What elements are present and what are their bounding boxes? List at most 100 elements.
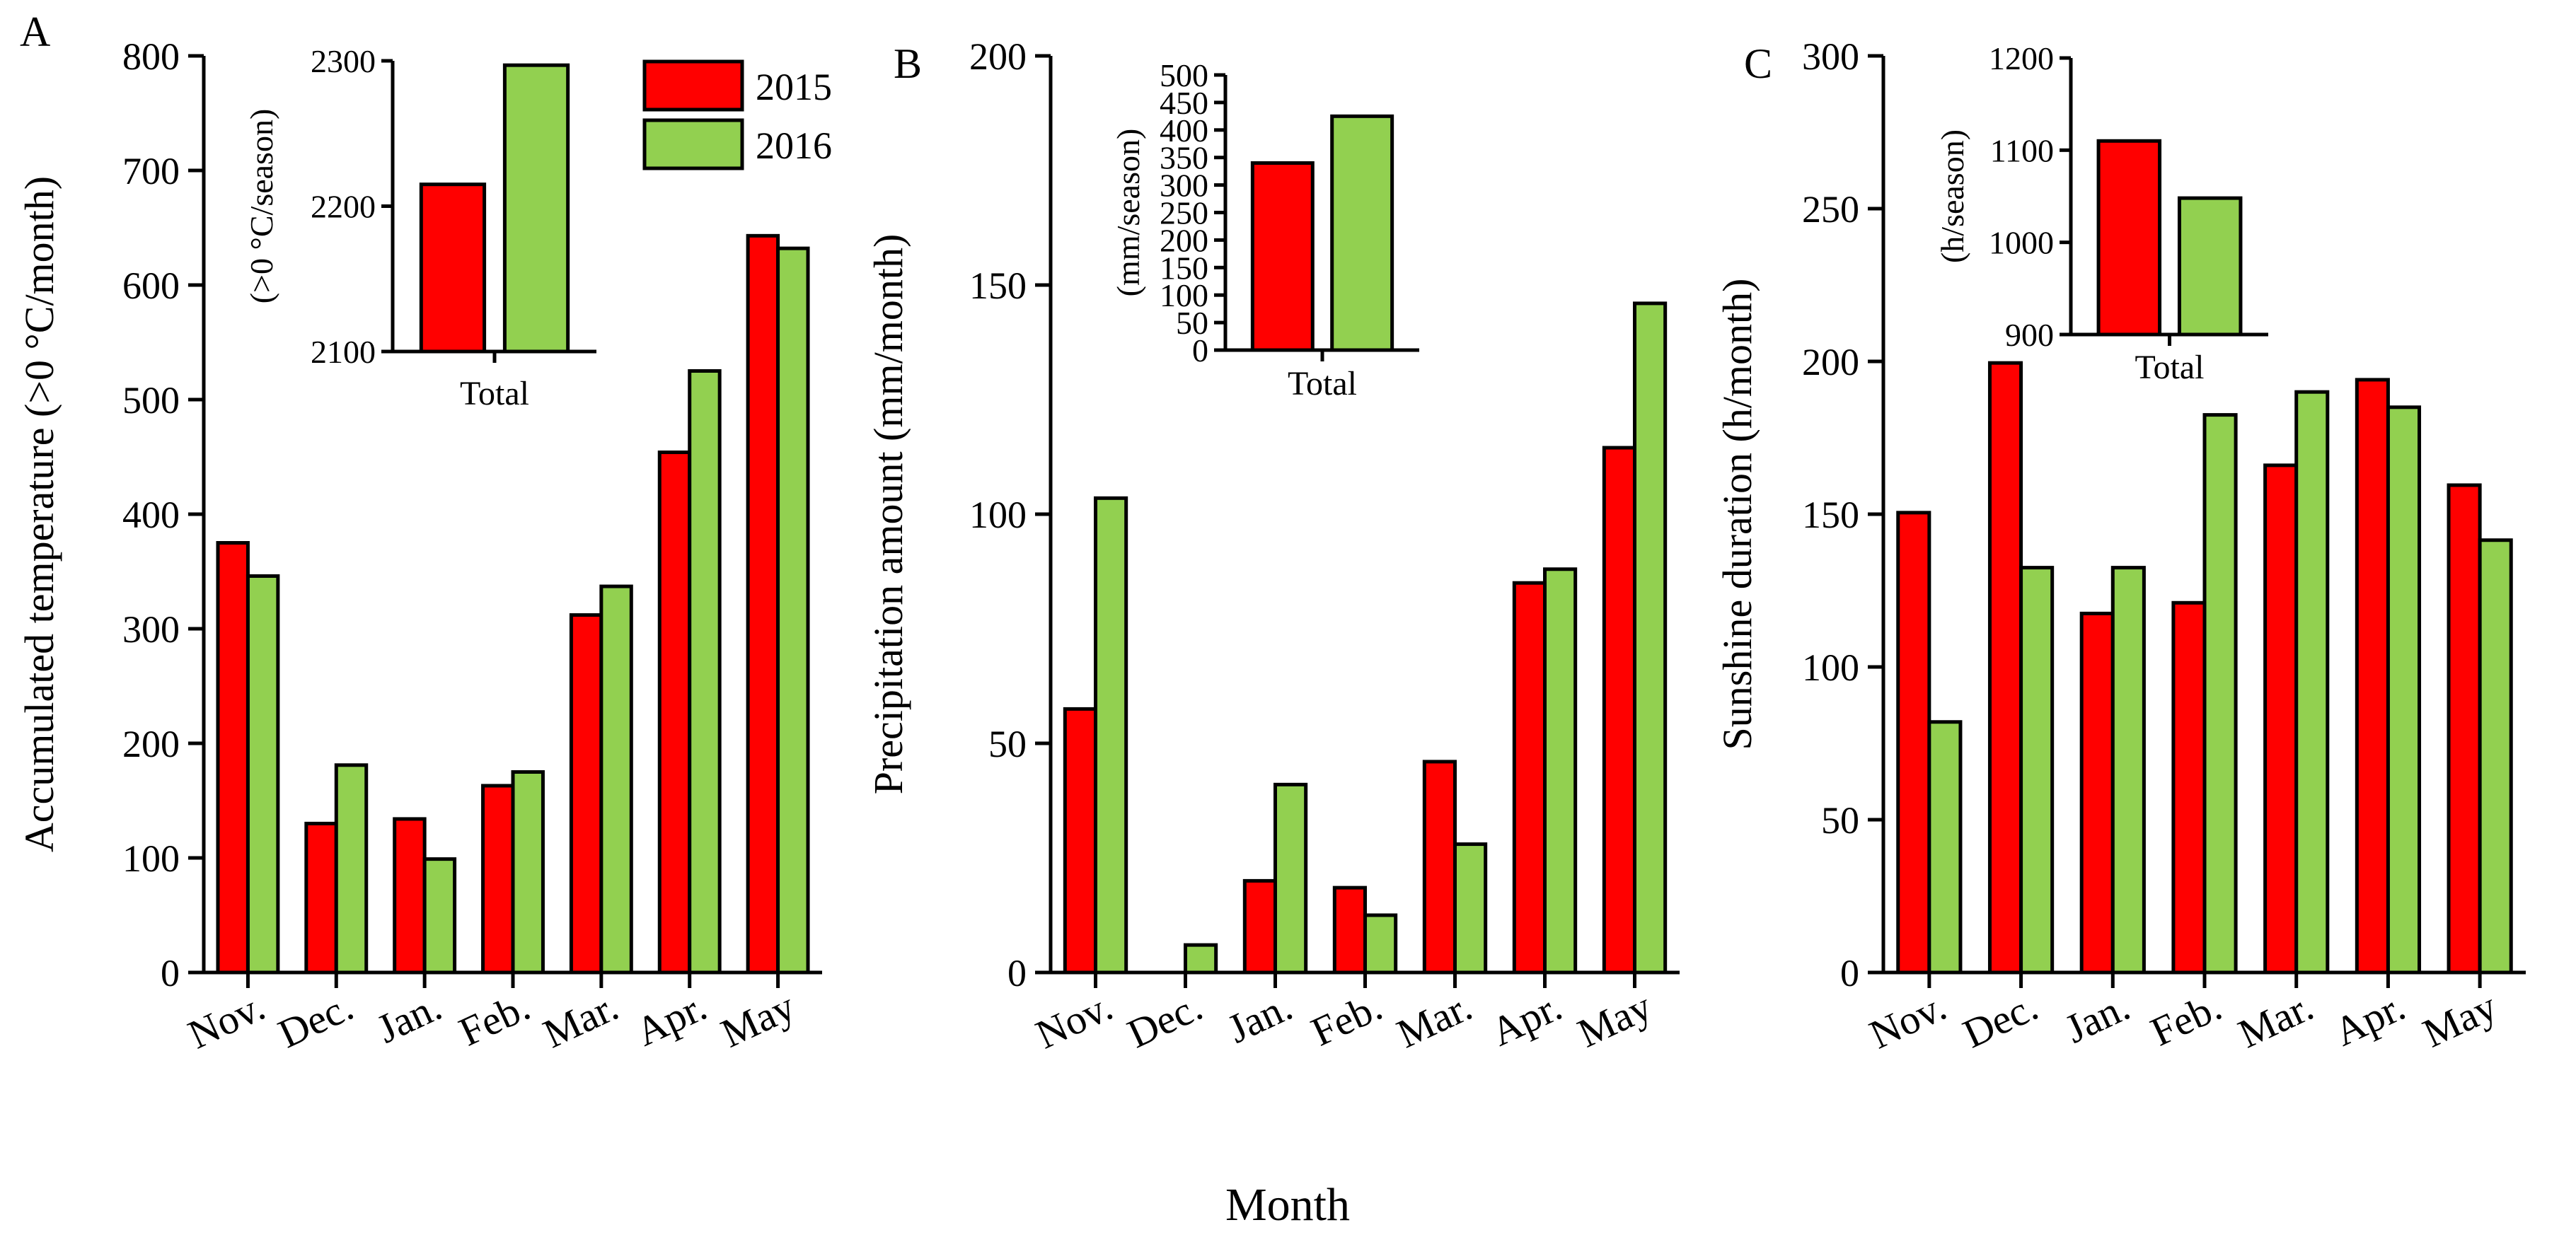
bar-2016-jan [2110, 566, 2146, 975]
y-tick-label: 800 [122, 35, 180, 78]
bar-2016-nov [1927, 720, 1963, 975]
inset-y-tick-label: 200 [1160, 222, 1208, 258]
bar-2016-jan [1273, 782, 1308, 975]
inset-bar-2016 [502, 63, 570, 354]
y-tick-label: 600 [122, 265, 180, 307]
y-tick-label: 50 [988, 723, 1027, 765]
x-axis-label: Month [1225, 1179, 1350, 1231]
x-tick-label: Jan. [1220, 983, 1299, 1052]
bar-2016-nov [1094, 496, 1128, 975]
x-tick-label: Dec. [1956, 983, 2045, 1057]
y-tick-label: 0 [1007, 952, 1027, 994]
y-tick-label: 200 [969, 35, 1027, 78]
inset-bar-2015 [419, 182, 487, 354]
x-tick-label: Feb. [1305, 983, 1389, 1055]
inset-y-tick-label: 2200 [311, 189, 376, 225]
bar-2015-feb [481, 784, 515, 975]
inset-y-tick-label: 100 [1160, 277, 1208, 313]
x-tick-label: Apr. [1484, 983, 1569, 1055]
bar-2015-mar [1422, 760, 1457, 975]
legend-swatch-2015 [642, 59, 744, 112]
inset-bar-2016 [1330, 114, 1394, 352]
inset-bar-2015 [1250, 161, 1315, 352]
bar-2016-apr [2386, 405, 2422, 975]
y-tick-label: 100 [1802, 646, 1859, 689]
bar-2015-feb [2171, 600, 2207, 975]
inset-y-tick-label: 250 [1160, 195, 1208, 231]
inset-y-tick-label: 400 [1160, 112, 1208, 149]
inset-y-tick-label: 2100 [311, 334, 376, 370]
panel-c: C 0 50 100 150 200 250 300 Sunshine duration (h/… [1714, 35, 2526, 1058]
legend: 2015 2016 [642, 59, 832, 170]
bar-2016-may [2478, 538, 2513, 975]
inset-y-tick-label: 1100 [1990, 132, 2054, 168]
inset-a: 2100 2200 2300 (>0 °C/season) Total [243, 43, 596, 412]
bar-2015-apr [657, 451, 692, 975]
inset-x-tick-label: Total [1288, 365, 1357, 402]
bar-2015-feb [1332, 885, 1367, 975]
bar-2016-may [1633, 301, 1668, 975]
x-tick-label: May [1571, 983, 1658, 1057]
y-tick-label: 200 [1802, 341, 1859, 383]
bar-2015-may [2447, 483, 2482, 975]
bar-2015-jan [393, 817, 427, 975]
y-axis-label: Accumulated temperature (>0 °C/month) [16, 176, 62, 852]
bar-2015-mar [2263, 463, 2299, 975]
inset-x-tick-label: Total [460, 375, 529, 412]
inset-y-tick-label: 150 [1160, 250, 1208, 286]
inset-y-tick-label: 350 [1160, 140, 1208, 176]
inset-y-tick-label: 0 [1192, 332, 1208, 368]
y-tick-label: 300 [1802, 35, 1859, 78]
y-tick-label: 50 [1821, 799, 1859, 842]
bar-2016-feb [1363, 913, 1398, 975]
bar-2015-dec [1987, 361, 2023, 975]
bar-2016-apr [1543, 567, 1578, 975]
x-tick-label: May [714, 983, 802, 1057]
panel-letter: A [20, 8, 50, 55]
bar-2016-feb [2202, 413, 2238, 975]
x-tick-label: Dec. [272, 983, 360, 1057]
bar-2016-apr [688, 369, 722, 975]
y-tick-label: 100 [969, 494, 1027, 536]
bar-2015-may [746, 233, 780, 975]
x-tick-label: Jan. [2058, 983, 2137, 1052]
x-tick-label: Mar. [1390, 983, 1479, 1057]
inset-y-axis-label: (mm/season) [1110, 129, 1146, 297]
x-tick-label: Mar. [2231, 983, 2320, 1057]
inset-y-tick-label: 450 [1160, 85, 1208, 121]
y-tick-label: 700 [122, 150, 180, 192]
panel-a: A 0 100 200 300 400 500 600 700 800 Accumulated te… [16, 8, 822, 1058]
y-tick-label: 500 [122, 379, 180, 422]
inset-y-tick-label: 50 [1176, 305, 1208, 341]
bar-2016-jan [422, 857, 457, 975]
y-tick-label: 100 [122, 837, 180, 880]
bar-2016-mar [1453, 842, 1488, 975]
bar-2016-mar [599, 584, 633, 975]
y-tick-label: 150 [969, 265, 1027, 307]
legend-swatch-2016 [642, 118, 744, 170]
y-axis-label: Sunshine duration (h/month) [1714, 279, 1760, 750]
x-tick-label: Nov. [1029, 983, 1119, 1058]
bar-2016-dec [1184, 943, 1218, 975]
y-tick-label: 250 [1802, 188, 1859, 231]
inset-y-tick-label: 1200 [1989, 40, 2054, 76]
panel-letter: C [1744, 40, 1772, 87]
bar-2015-jan [1242, 878, 1277, 975]
bar-2016-dec [334, 763, 369, 975]
bar-2016-dec [2019, 566, 2055, 975]
inset-y-axis-label: (>0 °C/season) [243, 109, 279, 304]
bar-2015-apr [1512, 581, 1547, 975]
bar-2015-nov [1896, 511, 1931, 975]
bar-2016-feb [511, 770, 545, 975]
bar-2015-nov [1063, 707, 1097, 975]
x-tick-label: Jan. [370, 983, 449, 1052]
inset-c: 900 1000 1100 1200 (h/season) Total [1934, 40, 2268, 386]
inset-x-tick-label: Total [2135, 349, 2205, 386]
legend-label-2016: 2016 [756, 124, 832, 167]
panel-letter: B [894, 40, 922, 87]
inset-bar-2015 [2096, 139, 2162, 337]
inset-bar-2016 [2177, 196, 2243, 337]
y-tick-label: 400 [122, 494, 180, 536]
inset-y-tick-label: 2300 [311, 43, 376, 79]
